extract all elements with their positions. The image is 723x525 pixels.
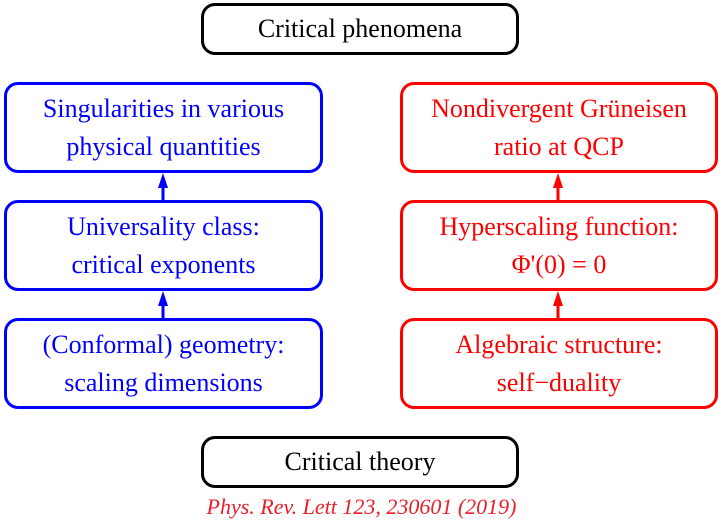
arrow-head-icon [553, 173, 563, 188]
arrow-head-icon [553, 291, 563, 306]
arrow-head-icon [158, 291, 168, 306]
geometry-box: (Conformal) geometry: scaling dimensions [4, 318, 323, 409]
line: critical exponents [71, 249, 256, 279]
line: Φ'(0) = 0 [511, 249, 607, 279]
line: Universality class: [67, 211, 260, 241]
line: self−duality [496, 367, 622, 397]
algebraic-box: Algebraic structure: self−duality [400, 318, 718, 409]
universality-box: Universality class: critical exponents [4, 200, 323, 291]
line: Nondivergent Grüneisen [431, 93, 687, 123]
critical-theory-box: Critical theory [201, 436, 519, 488]
line: scaling dimensions [64, 367, 263, 397]
critical-phenomena-box: Critical phenomena [201, 3, 519, 55]
gruneisen-box: Nondivergent Grüneisen ratio at QCP [400, 82, 718, 173]
line: Hyperscaling function: [439, 211, 679, 241]
line: physical quantities [66, 131, 261, 161]
critical-theory-label: Critical theory [284, 447, 436, 476]
line: (Conformal) geometry: [42, 329, 285, 359]
line: ratio at QCP [494, 131, 624, 161]
singularities-box: Singularities in various physical quantit… [4, 82, 323, 173]
line: Algebraic structure: [455, 329, 663, 359]
arrow-head-icon [158, 173, 168, 188]
critical-phenomena-label: Critical phenomena [257, 14, 463, 43]
line: Singularities in various [42, 93, 285, 123]
citation: Phys. Rev. Lett 123, 230601 (2019) [206, 494, 517, 519]
hyperscaling-box: Hyperscaling function: Φ'(0) = 0 [400, 200, 718, 291]
